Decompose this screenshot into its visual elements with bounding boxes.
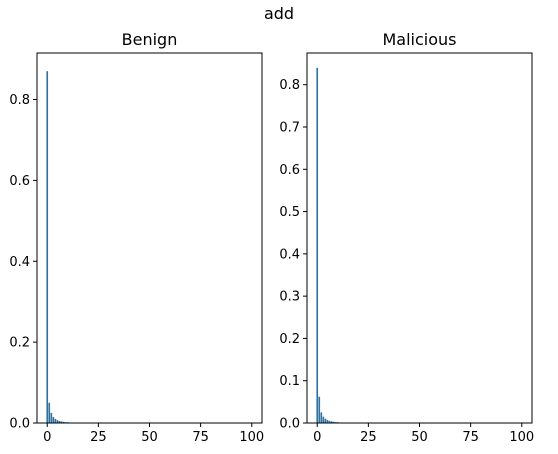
figure-suptitle: add xyxy=(264,4,294,23)
malicious-bar xyxy=(320,412,323,423)
benign-y-tick-label: 0.2 xyxy=(9,336,30,351)
benign-bar xyxy=(48,402,51,423)
malicious-x-tick-label: 0 xyxy=(313,430,321,445)
malicious-x-tick-label: 50 xyxy=(411,430,428,445)
benign-y-tick-label: 0.6 xyxy=(9,174,30,189)
benign-bar xyxy=(50,412,53,423)
malicious-bar xyxy=(324,418,327,423)
malicious-bar xyxy=(326,420,329,423)
benign-x-tick-label: 100 xyxy=(239,430,264,445)
malicious-axes-frame xyxy=(306,52,533,424)
benign-bar xyxy=(56,420,59,423)
benign-bar xyxy=(60,421,63,423)
malicious-y-tick-label: 0.8 xyxy=(279,78,300,93)
benign-y-tick-label: 0.0 xyxy=(9,417,30,432)
malicious-y-tick-label: 0.4 xyxy=(279,247,300,262)
malicious-bar xyxy=(328,420,331,423)
benign-panel-title: Benign xyxy=(122,30,178,49)
benign-y-tick-label: 0.8 xyxy=(9,93,30,108)
benign-bar xyxy=(62,421,65,423)
malicious-bar xyxy=(316,67,319,424)
benign-axes-frame xyxy=(36,52,263,424)
benign-panel: 0 25 50 75 100 0.0 0.2 0.4 0.6 0.8 Benign xyxy=(9,30,264,445)
malicious-y-tick-label: 0.2 xyxy=(279,332,300,347)
malicious-y-tick-label: 0.6 xyxy=(279,163,300,178)
malicious-x-tick-label: 25 xyxy=(360,430,377,445)
benign-y-tick-label: 0.4 xyxy=(9,255,30,270)
benign-x-tick-label: 75 xyxy=(192,430,209,445)
malicious-bar xyxy=(318,396,321,423)
benign-bar xyxy=(54,418,57,423)
malicious-bar xyxy=(332,421,335,423)
malicious-bar xyxy=(330,421,333,423)
benign-x-tick-label: 25 xyxy=(90,430,107,445)
benign-x-tick-label: 0 xyxy=(43,430,51,445)
malicious-y-tick-label: 0.5 xyxy=(279,205,300,220)
benign-bar xyxy=(58,420,61,423)
benign-bar xyxy=(52,416,55,423)
malicious-panel-title: Malicious xyxy=(382,30,456,49)
benign-bar xyxy=(46,71,49,423)
malicious-y-tick-label: 0.7 xyxy=(279,121,300,136)
malicious-bar xyxy=(322,416,325,423)
malicious-x-tick-label: 100 xyxy=(509,430,534,445)
malicious-y-tick-label: 0.3 xyxy=(279,290,300,305)
malicious-panel: 0 25 50 75 100 0.0 0.1 0.2 0.3 0.4 0.5 0.6 0.7 0.8 Mal… xyxy=(279,30,534,445)
malicious-y-tick-label: 0.0 xyxy=(279,417,300,432)
malicious-x-tick-label: 75 xyxy=(462,430,479,445)
malicious-y-tick-label: 0.1 xyxy=(279,374,300,389)
benign-x-tick-label: 50 xyxy=(141,430,158,445)
